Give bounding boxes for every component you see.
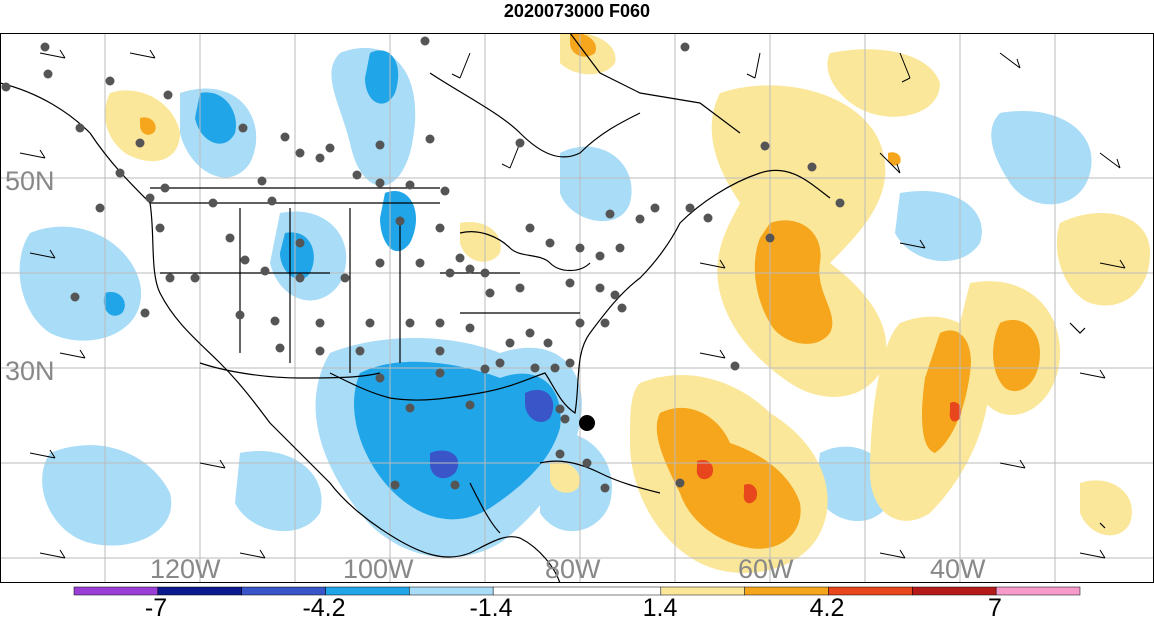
weather-map: 50N 30N 120W 100W 80W 60W 40W — [0, 33, 1154, 583]
lon-labels: 120W 100W 80W 60W 40W — [150, 554, 986, 583]
anomaly-shading — [19, 33, 1150, 573]
colorbar-label: -1.4 — [469, 594, 512, 619]
colorbar-label: -7 — [145, 594, 167, 619]
colorbar-swatches — [73, 586, 1081, 596]
coastlines — [0, 33, 1106, 583]
wind-barbs — [19, 49, 1126, 559]
lon-label-40w: 40W — [930, 554, 986, 583]
colorbar-label: 7 — [988, 594, 1002, 619]
colorbar-label: -4.2 — [302, 594, 345, 619]
colorbar-label: 1.4 — [643, 594, 678, 619]
colorbar-swatch — [157, 586, 242, 596]
lon-label-120w: 120W — [150, 554, 221, 583]
graticule — [0, 33, 1154, 583]
colorbar-swatch — [912, 586, 997, 596]
lon-label-80w: 80W — [545, 554, 601, 583]
colorbar: -7 -4.2 -1.4 1.4 4.2 7 — [73, 586, 1081, 619]
highlight-station — [579, 415, 595, 431]
map-title: 2020073000 F060 — [503, 1, 651, 21]
lon-label-100w: 100W — [343, 554, 414, 583]
colorbar-labels: -7 -4.2 -1.4 1.4 4.2 7 — [145, 594, 1002, 619]
lon-label-60w: 60W — [738, 554, 794, 583]
colorbar-swatch — [492, 586, 662, 596]
lat-labels: 50N 30N — [5, 166, 55, 386]
colorbar-label: 4.2 — [810, 594, 845, 619]
colorbar-swatch — [995, 586, 1081, 596]
lat-label-30n: 30N — [5, 356, 55, 386]
lat-label-50n: 50N — [5, 166, 55, 196]
station-dots — [1, 36, 845, 493]
